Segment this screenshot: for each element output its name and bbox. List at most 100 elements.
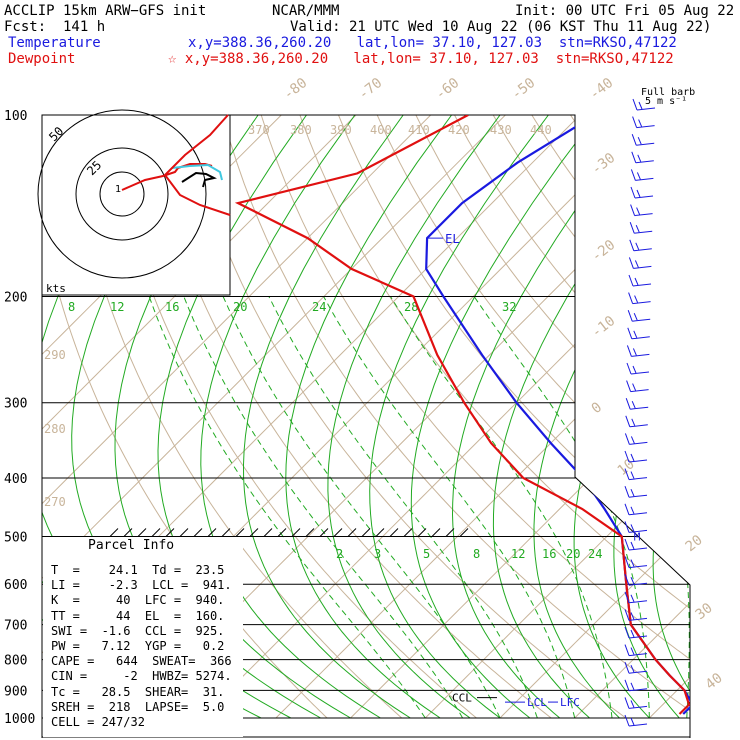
top-temp-label: -80 bbox=[281, 75, 311, 103]
right-temp-label: 40 bbox=[703, 670, 726, 693]
theta-label: 390 bbox=[330, 123, 352, 137]
hatch-mark bbox=[431, 528, 441, 537]
pressure-tick-label: 500 bbox=[4, 530, 27, 545]
wind-barb-flag bbox=[630, 682, 635, 690]
wind-barb-flag bbox=[632, 383, 637, 391]
wind-barb bbox=[628, 477, 648, 481]
isotherm-line bbox=[42, 115, 432, 719]
wind-barb-flag bbox=[630, 524, 635, 532]
top-temp-label: -60 bbox=[433, 75, 463, 103]
theta-line bbox=[299, 115, 690, 719]
theta-line bbox=[570, 115, 690, 719]
mixing-ratio-label: 3 bbox=[374, 547, 381, 561]
wind-barb bbox=[633, 248, 652, 252]
mixing-ratio-label: 16 bbox=[542, 547, 556, 561]
hatch-mark bbox=[235, 528, 245, 537]
pressure-tick-label: 700 bbox=[4, 619, 27, 634]
hatch-mark bbox=[263, 528, 273, 537]
mixing-ratio-label: 16 bbox=[165, 300, 179, 314]
el-label: EL bbox=[445, 232, 459, 246]
wind-barb bbox=[636, 142, 655, 146]
wind-barb bbox=[630, 389, 649, 393]
hatch-mark bbox=[417, 528, 427, 537]
wind-barb bbox=[628, 600, 648, 604]
parcel-info-panel: Parcel Info T = 24.1 Td = 23.5 LI = -2.3 … bbox=[43, 537, 243, 737]
wind-barb bbox=[628, 688, 648, 692]
hatch-mark bbox=[375, 528, 385, 537]
wind-barb-flag bbox=[634, 260, 639, 268]
pressure-tick-label: 800 bbox=[4, 654, 27, 669]
wind-barb-flag bbox=[633, 330, 638, 338]
dewpoint-station-info: ☆ x,y=388.36,260.20 lat,lon= 37.10, 127.… bbox=[168, 51, 674, 67]
lfc-label: LFC bbox=[560, 696, 580, 709]
theta-line bbox=[260, 115, 690, 719]
m-label: M bbox=[634, 530, 641, 543]
hatch-mark bbox=[193, 528, 203, 537]
theta-label: 420 bbox=[448, 123, 470, 137]
wind-barb-flag bbox=[635, 225, 640, 233]
wind-barb-flag bbox=[630, 541, 635, 550]
wind-barb-flag bbox=[630, 717, 635, 726]
pressure-tick-label: 900 bbox=[4, 684, 27, 699]
wind-barb bbox=[632, 283, 652, 287]
mixing-ratio-label: 5 bbox=[423, 547, 430, 561]
hodograph-trace-cyan bbox=[171, 163, 223, 181]
mixing-ratio-line bbox=[242, 115, 411, 719]
mixing-ratio-line bbox=[451, 115, 646, 719]
hodograph-trace-red bbox=[121, 163, 213, 191]
wind-barb bbox=[636, 125, 655, 129]
temperature-station-info: x,y=388.36,260.20 lat,lon= 37.10, 127.03… bbox=[188, 35, 677, 51]
wind-barb-flag bbox=[630, 665, 635, 673]
dewpoint-legend: Dewpoint bbox=[8, 51, 76, 67]
wind-barb-flag bbox=[624, 644, 630, 656]
wind-barb-flag bbox=[630, 436, 635, 444]
wind-barb-flag bbox=[632, 348, 637, 356]
wind-barb bbox=[633, 265, 652, 269]
mixing-ratio-line bbox=[369, 115, 549, 719]
wind-barb-flag bbox=[638, 101, 643, 110]
hodograph-ring bbox=[99, 171, 145, 217]
wind-barb-flag bbox=[624, 591, 630, 603]
isotherm-line bbox=[350, 115, 690, 719]
right-temp-label: 0 bbox=[589, 399, 605, 417]
wind-barb bbox=[635, 160, 654, 164]
wind-barb-flag bbox=[633, 313, 638, 321]
mixing-ratio-label: 12 bbox=[511, 547, 525, 561]
parcel-info-line: CIN = -2 HWBZ= 5274. bbox=[51, 669, 232, 684]
hodograph-dewpoint-line bbox=[163, 114, 231, 216]
wind-barb bbox=[634, 195, 654, 199]
wind-barb-flag bbox=[636, 207, 641, 215]
mixing-ratio-line bbox=[410, 115, 598, 719]
parcel-info-line: K = 40 LFC = 940. bbox=[51, 593, 225, 608]
wind-barb-flag bbox=[625, 415, 631, 427]
frame-border bbox=[42, 114, 691, 738]
wind-barb bbox=[631, 353, 650, 357]
wind-barb-flag bbox=[625, 398, 631, 410]
parcel-info-line: SWI = -1.6 CCL = 925. bbox=[51, 623, 225, 638]
hatch-mark bbox=[137, 528, 147, 537]
parcel-info-line: TT = 44 EL = 160. bbox=[51, 608, 225, 623]
moist-adiabat bbox=[222, 296, 501, 719]
wind-barb-flag bbox=[624, 468, 630, 480]
wind-barb-flag bbox=[630, 186, 636, 199]
model-title: ACCLIP 15km ARW−GFS init bbox=[4, 3, 207, 19]
theta-line bbox=[686, 115, 690, 719]
isotherm-line bbox=[499, 115, 690, 719]
wind-barb-flag bbox=[629, 239, 635, 251]
init-time: Init: 00 UTC Fri 05 Aug 22 bbox=[515, 3, 735, 19]
wind-barb-flag bbox=[630, 594, 635, 602]
hodograph-ring bbox=[75, 147, 169, 241]
wind-barb bbox=[635, 177, 654, 181]
pressure-tick-label: 600 bbox=[4, 578, 27, 593]
wind-barb-flag bbox=[630, 453, 635, 462]
top-temp-label: -70 bbox=[356, 75, 386, 103]
wind-barb bbox=[628, 705, 648, 709]
mixing-ratio-label: 20 bbox=[233, 300, 247, 314]
right-temp-label: 20 bbox=[683, 532, 706, 555]
hatch-mark bbox=[333, 528, 343, 537]
mixing-ratio-line bbox=[327, 115, 501, 719]
isotherm-line bbox=[424, 115, 690, 719]
wind-barb-flag bbox=[630, 612, 635, 620]
theta-line bbox=[531, 115, 690, 719]
